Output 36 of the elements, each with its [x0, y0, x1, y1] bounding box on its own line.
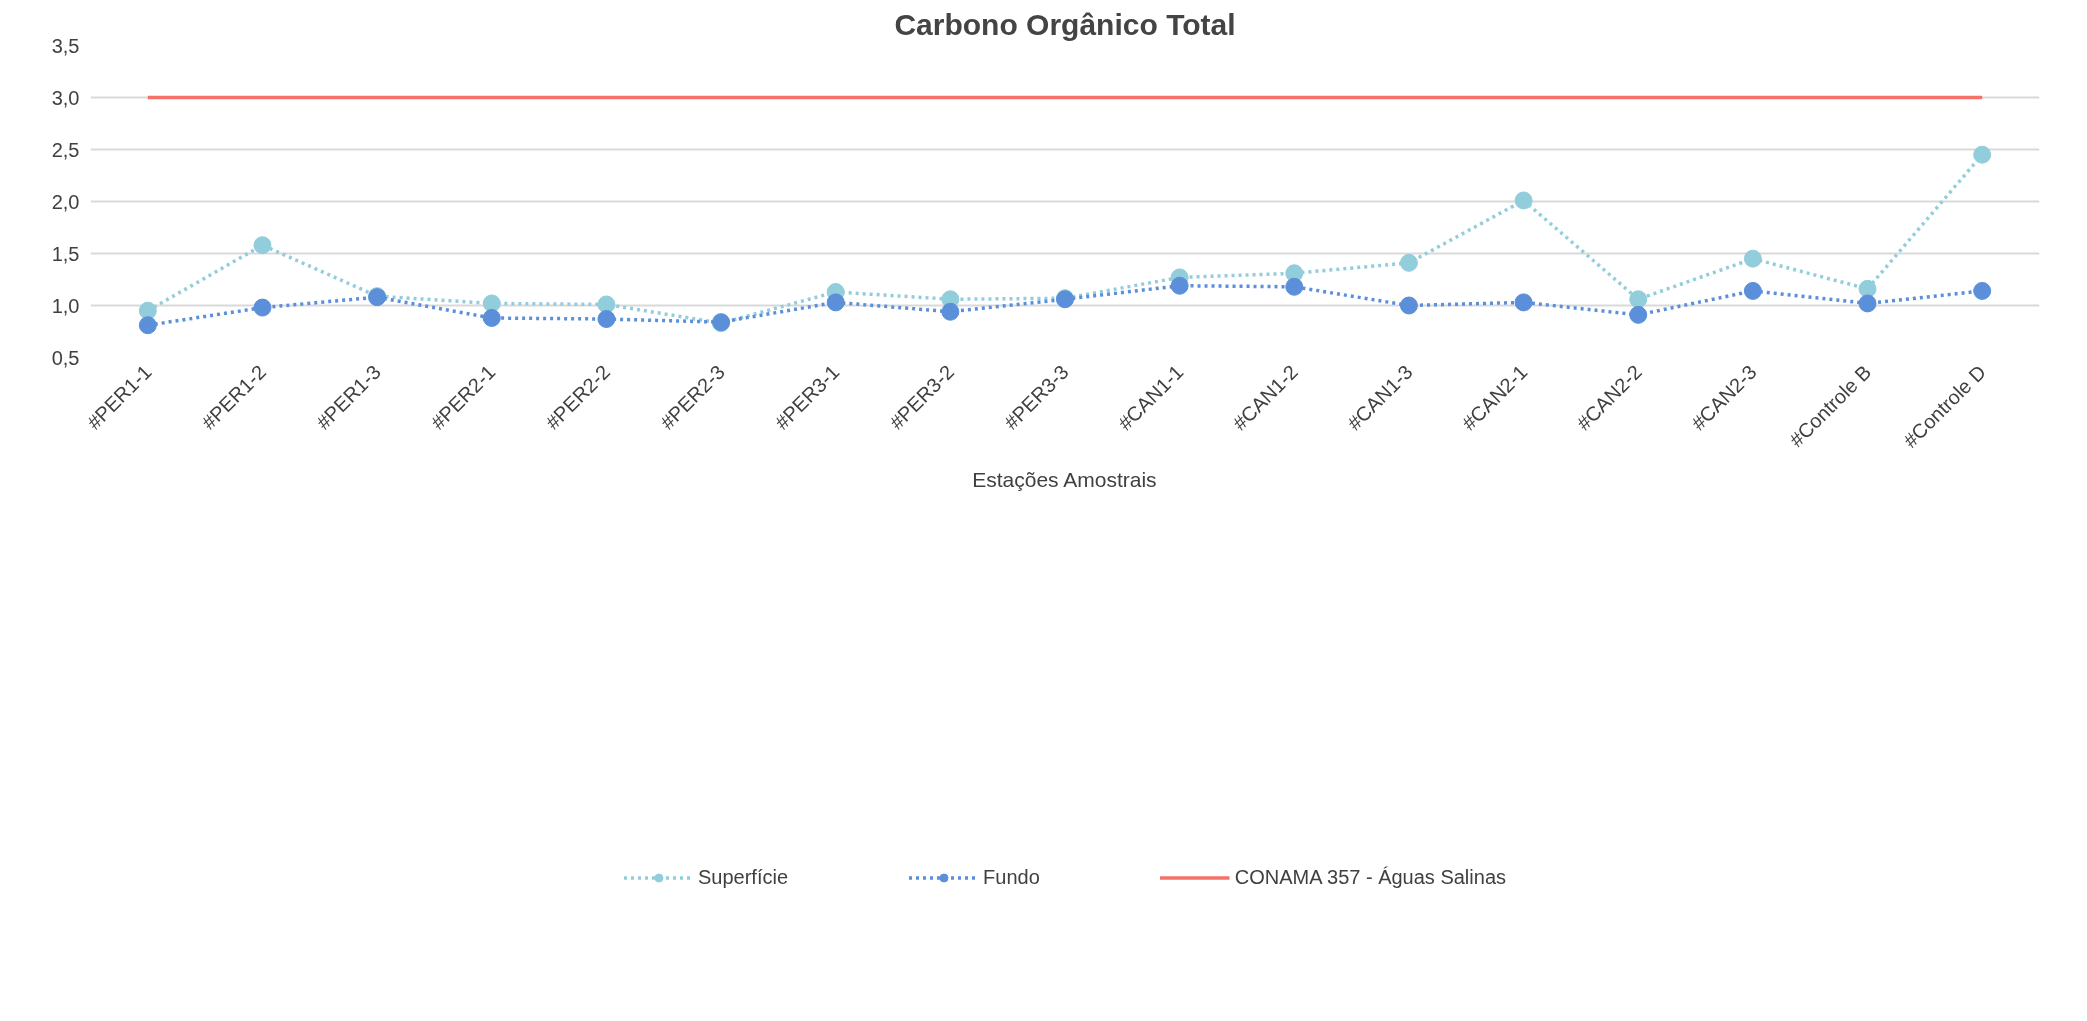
- point: [1514, 191, 1533, 210]
- y-tick-label: 2,5: [51, 138, 80, 161]
- chart-title: Carbono Orgânico Total: [894, 7, 1236, 41]
- point: [597, 310, 616, 328]
- point: [1743, 281, 1762, 300]
- point: [1170, 276, 1189, 295]
- point: [482, 309, 501, 327]
- point: [138, 316, 157, 335]
- legend-label: CONAMA 357 - Águas Salinas: [1234, 865, 1507, 889]
- point: [1973, 145, 1992, 164]
- point: [941, 302, 960, 321]
- point: [138, 301, 157, 320]
- point: [253, 298, 272, 317]
- x-axis-title: Estações Amostrais: [972, 467, 1157, 491]
- point: [253, 236, 272, 255]
- point: [1629, 305, 1648, 324]
- point: [1858, 279, 1877, 298]
- y-tick-label: 1,5: [51, 242, 80, 265]
- point: [1973, 281, 1992, 300]
- point: [1858, 294, 1877, 313]
- y-tick-label: 3,5: [51, 34, 80, 57]
- point: [1629, 290, 1648, 309]
- point: [482, 294, 501, 313]
- point: [597, 295, 616, 314]
- y-tick-label: 1,0: [51, 294, 80, 317]
- legend-label: Fundo: [983, 865, 1040, 889]
- point: [826, 293, 845, 312]
- y-tick-label: 2,0: [51, 190, 80, 213]
- point: [1743, 249, 1762, 268]
- point: [1399, 296, 1418, 315]
- y-tick-label: 3,0: [51, 86, 80, 109]
- y-tick-label: 0,5: [51, 346, 80, 369]
- legend-label: Superfície: [697, 865, 789, 889]
- point: [1399, 253, 1418, 272]
- point: [1285, 277, 1304, 296]
- point: [1514, 293, 1533, 312]
